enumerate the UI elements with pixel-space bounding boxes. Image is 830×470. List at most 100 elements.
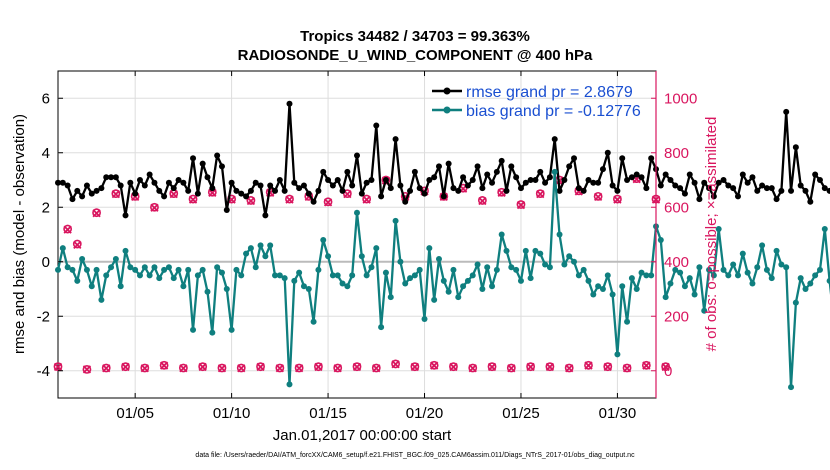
rmse-point bbox=[590, 179, 597, 186]
obs-possible-point bbox=[593, 191, 603, 201]
rmse-point bbox=[397, 182, 404, 189]
bias-point bbox=[349, 272, 356, 279]
y-tick-label-right: 1000 bbox=[664, 90, 697, 107]
obs-possible-point bbox=[613, 194, 622, 204]
bias-point bbox=[609, 291, 616, 298]
obs-assimilated-point bbox=[73, 240, 82, 249]
rmse-point bbox=[648, 155, 655, 162]
rmse-point bbox=[127, 179, 134, 186]
bias-point bbox=[103, 272, 110, 279]
obs-assimilated-point bbox=[285, 195, 294, 204]
rmse-point bbox=[272, 187, 279, 194]
rmse-point bbox=[233, 187, 240, 194]
bias-point bbox=[300, 283, 307, 290]
bias-point bbox=[136, 272, 143, 279]
obs-possible-point bbox=[275, 363, 285, 373]
bias-point bbox=[474, 261, 481, 268]
obs-possible-point bbox=[410, 362, 420, 372]
rmse-point bbox=[93, 187, 100, 194]
rmse-point bbox=[788, 187, 795, 194]
rmse-point bbox=[108, 174, 115, 181]
rmse-point bbox=[469, 177, 476, 183]
bias-point bbox=[141, 264, 148, 271]
rmse-point bbox=[59, 179, 66, 186]
bias-point bbox=[421, 315, 428, 322]
rmse-point bbox=[421, 190, 428, 197]
bias-point bbox=[156, 275, 163, 282]
x-tick-label: 01/30 bbox=[599, 405, 637, 422]
obs-assimilated-point bbox=[198, 362, 207, 372]
bias-point bbox=[749, 280, 756, 287]
bias-point bbox=[262, 253, 269, 260]
chart-subtitle: RADIOSONDE_U_WIND_COMPONENT @ 400 hPa bbox=[237, 47, 593, 64]
bias-point bbox=[392, 217, 399, 224]
obs-assimilated-point bbox=[430, 361, 439, 370]
bias-series bbox=[55, 168, 830, 391]
rmse-point bbox=[382, 177, 389, 183]
obs-assimilated-point bbox=[536, 190, 545, 199]
obs-assimilated-point bbox=[159, 361, 169, 370]
y-tick-label-left: 6 bbox=[42, 90, 50, 107]
rmse-point bbox=[315, 187, 322, 194]
bias-point bbox=[763, 266, 770, 273]
rmse-point bbox=[561, 177, 568, 183]
bias-point bbox=[411, 272, 418, 279]
obs-assimilated-point bbox=[613, 195, 622, 204]
bias-point bbox=[88, 283, 95, 290]
bias-point bbox=[816, 266, 823, 273]
bias-point bbox=[233, 266, 240, 273]
rmse-point bbox=[223, 206, 230, 213]
bias-point bbox=[378, 324, 385, 331]
bias-point bbox=[185, 266, 192, 273]
rmse-point bbox=[165, 179, 172, 186]
rmse-point bbox=[132, 190, 139, 197]
rmse-point bbox=[252, 179, 259, 186]
bias-point bbox=[537, 250, 544, 257]
rmse-point bbox=[773, 196, 780, 203]
bias-point bbox=[320, 236, 327, 243]
bias-point bbox=[773, 247, 780, 254]
bias-point bbox=[161, 266, 168, 273]
obs-possible-point bbox=[391, 359, 400, 369]
obs-possible-point bbox=[564, 363, 574, 373]
bias-point bbox=[190, 326, 197, 333]
rmse-point bbox=[339, 187, 346, 194]
rmse-point bbox=[532, 177, 539, 183]
bias-point bbox=[291, 277, 298, 284]
rmse-point bbox=[667, 177, 674, 183]
rmse-point bbox=[585, 177, 592, 183]
bias-point bbox=[706, 266, 713, 273]
rmse-point bbox=[720, 177, 727, 183]
bias-point bbox=[556, 231, 563, 238]
rmse-point bbox=[411, 168, 418, 175]
x-tick-label: 01/15 bbox=[309, 405, 347, 422]
bias-point bbox=[638, 269, 645, 276]
bias-point bbox=[117, 283, 124, 290]
legend: rmse grand pr = 2.8679 bias grand pr = -… bbox=[432, 84, 641, 120]
obs-possible-point bbox=[622, 363, 632, 373]
obs-possible-point bbox=[72, 239, 82, 249]
obs-possible-point bbox=[449, 362, 458, 372]
rmse-point bbox=[474, 163, 481, 170]
bias-point bbox=[788, 384, 795, 391]
rmse-point bbox=[628, 174, 635, 181]
obs-assimilated-point bbox=[333, 364, 342, 373]
y-tick-label-right: 200 bbox=[664, 308, 689, 325]
obs-assimilated-point bbox=[169, 190, 178, 199]
rmse-point bbox=[55, 179, 61, 186]
bias-point bbox=[739, 250, 746, 257]
legend-bias-label: bias grand pr = -0.12776 bbox=[466, 103, 641, 120]
bias-point bbox=[522, 247, 529, 254]
x-tick-label: 01/25 bbox=[502, 405, 540, 422]
bias-point bbox=[826, 277, 830, 284]
bias-point bbox=[296, 269, 303, 276]
bias-point bbox=[648, 272, 655, 279]
rmse-point bbox=[262, 212, 269, 219]
rmse-point bbox=[247, 187, 254, 194]
obs-assimilated-point bbox=[82, 365, 92, 374]
rmse-point bbox=[619, 155, 626, 162]
obs-assimilated-point bbox=[516, 200, 526, 210]
obs-assimilated-point bbox=[622, 364, 632, 373]
bias-point bbox=[165, 264, 172, 271]
obs-possible-point bbox=[429, 360, 439, 370]
